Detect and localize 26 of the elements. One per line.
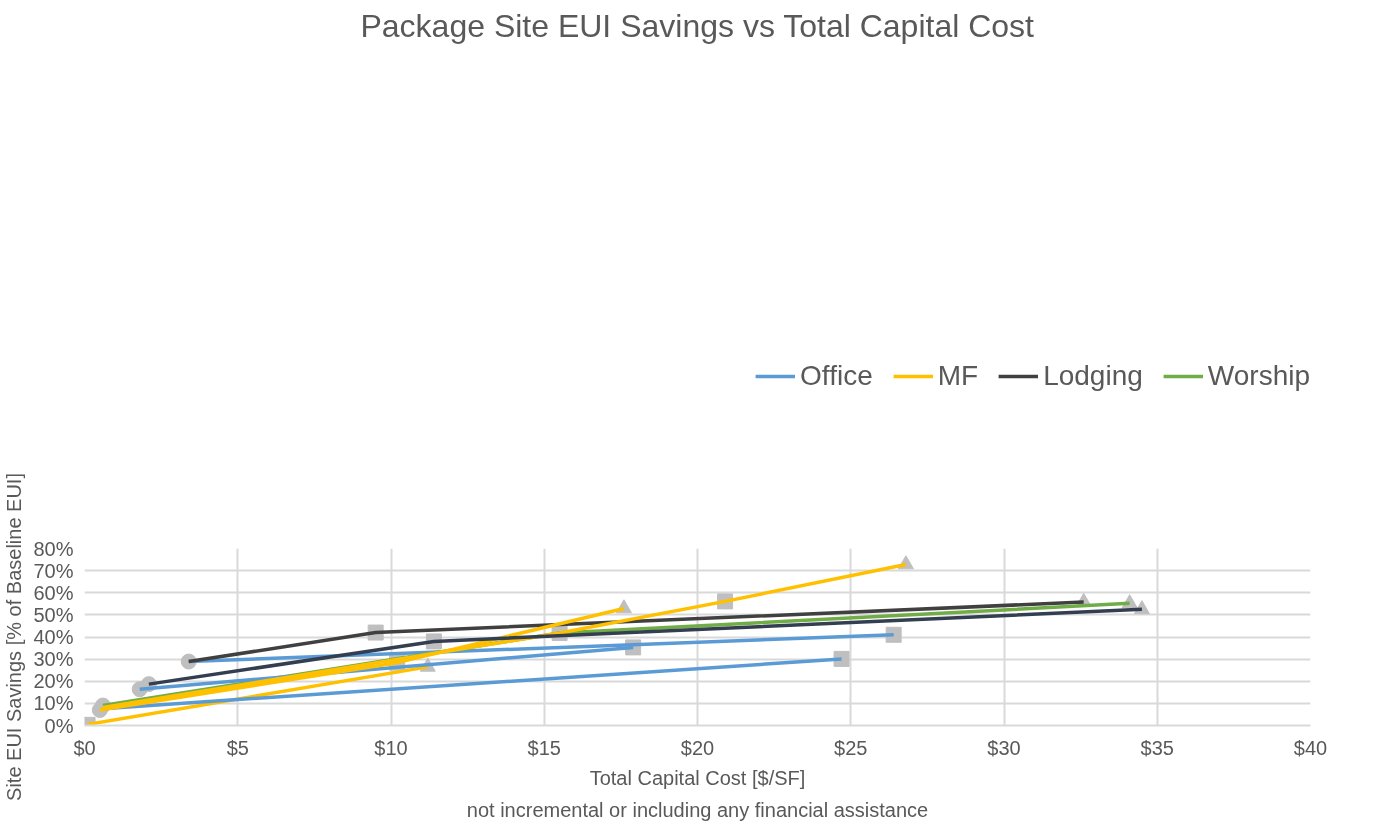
x-tick-label: $35 [1140,736,1174,759]
x-tick-label: $5 [226,736,249,759]
x-tick-label: $20 [680,736,715,759]
x-axis-title: Total Capital Cost [$/SF] [589,766,806,789]
chart-title: Package Site EUI Savings vs Total Capital Cost [360,7,1035,44]
y-tick-label: 60% [33,581,74,604]
x-tick-label: $15 [527,736,561,759]
x-tick-label: $40 [1293,736,1328,759]
y-tick-label: 20% [33,670,74,693]
x-tick-label: $25 [834,736,868,759]
y-tick-label: 50% [33,603,74,626]
y-tick-label: 70% [33,559,74,582]
x-tick-label: $0 [73,736,96,759]
text: not incremental or including any financial assistance [466,798,929,821]
y-axis-title: Site EUI Savings [% of Baseline EUI] [3,473,26,801]
legend-label: Worship [1207,360,1310,392]
y-tick-label: 0% [44,714,74,737]
x-tick-label: $30 [987,736,1021,759]
x-tick-label: $10 [374,736,408,759]
y-tick-label: 30% [33,648,74,671]
legend-label: Office [800,360,873,392]
y-tick-label: 40% [33,626,74,648]
legend-label: MF [937,360,979,392]
y-tick-label: 10% [33,692,74,715]
y-tick-label: 80% [33,537,74,560]
legend-label: Lodging [1043,360,1143,392]
